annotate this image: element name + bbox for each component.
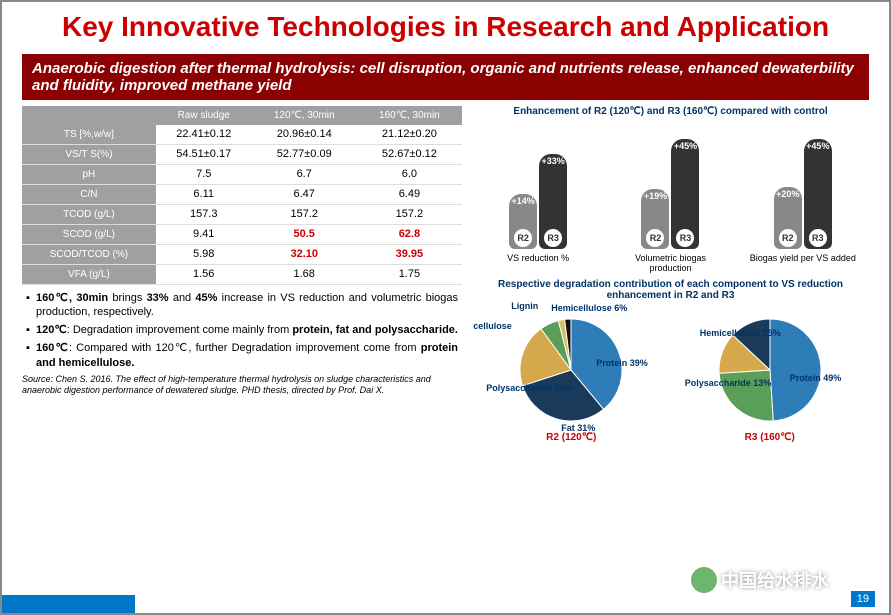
table-cell: 32.10	[252, 244, 357, 264]
slide: Key Innovative Technologies in Research …	[0, 0, 891, 615]
pie-chart-title: Respective degradation contribution of e…	[472, 279, 869, 301]
banner-text: Anaerobic digestion after thermal hydrol…	[22, 54, 869, 100]
table-cell: 39.95	[357, 244, 462, 264]
wechat-icon	[691, 567, 717, 593]
source-citation: Source: Chen S. 2016. The effect of high…	[22, 374, 462, 396]
table-cell: 1.75	[357, 264, 462, 284]
pie-slice-label: Polysaccharide 20%	[486, 383, 573, 393]
table-cell: 62.8	[357, 224, 462, 244]
table-cell: 6.0	[357, 164, 462, 184]
table-row: TS [%,w/w]22.41±0.1220.96±0.1421.12±0.20	[22, 125, 462, 145]
slide-title: Key Innovative Technologies in Research …	[22, 10, 869, 44]
row-label: C/N	[22, 184, 156, 204]
table-row: VFA (g/L)1.561.681.75	[22, 264, 462, 284]
pie-slice-label: Polysaccharide 13%	[685, 378, 772, 388]
table-header: 160℃, 30min	[357, 106, 462, 125]
table-cell: 6.11	[156, 184, 252, 204]
right-column: Enhancement of R2 (120℃) and R3 (160℃) c…	[472, 106, 869, 443]
pie-slice-label: Lignin	[511, 301, 538, 311]
row-label: pH	[22, 164, 156, 184]
pie-caption: R2 (120℃)	[491, 432, 651, 443]
table-row: VS/T S(%)54.51±0.1752.77±0.0952.67±0.12	[22, 144, 462, 164]
row-label: SCOD/TCOD (%)	[22, 244, 156, 264]
pie-chart: Protein 39%Fat 31%Polysaccharide 20%Hemi…	[491, 303, 651, 443]
pie-slice-label: Protein 39%	[596, 358, 648, 368]
pie-chart: Protein 49%Hemicellulose 25%Polysacchari…	[690, 303, 850, 443]
content-area: Raw sludge120℃, 30min160℃, 30minTS [%,w/…	[22, 106, 869, 443]
table-row: TCOD (g/L)157.3157.2157.2	[22, 204, 462, 224]
bar-group: +19%R2+45%R3	[641, 139, 699, 249]
table-cell: 157.3	[156, 204, 252, 224]
pie-slice-label: cellulose	[473, 321, 512, 331]
row-label: VFA (g/L)	[22, 264, 156, 284]
bar-group: +20%R2+45%R3	[774, 139, 832, 249]
table-row: C/N6.116.476.49	[22, 184, 462, 204]
axis-label: Biogas yield per VS added	[748, 253, 858, 273]
bar-chart: +14%R2+33%R3+19%R2+45%R3+20%R2+45%R3	[472, 119, 869, 249]
axis-label: Volumetric biogas production	[615, 253, 725, 273]
pie-slice-label: Hemicellulose 6%	[551, 303, 627, 313]
table-cell: 52.77±0.09	[252, 144, 357, 164]
data-table: Raw sludge120℃, 30min160℃, 30minTS [%,w/…	[22, 106, 462, 285]
table-cell: 6.47	[252, 184, 357, 204]
bar: +45%R3	[671, 139, 699, 249]
pie-charts: Protein 39%Fat 31%Polysaccharide 20%Hemi…	[472, 303, 869, 443]
row-label: TCOD (g/L)	[22, 204, 156, 224]
bullet-item: 160℃, 30min brings 33% and 45% increase …	[26, 291, 458, 320]
row-label: SCOD (g/L)	[22, 224, 156, 244]
bar-axis-labels: VS reduction % Volumetric biogas producti…	[472, 253, 869, 273]
bar-group: +14%R2+33%R3	[509, 154, 567, 249]
table-row: pH7.56.76.0	[22, 164, 462, 184]
table-cell: 1.56	[156, 264, 252, 284]
table-cell: 5.98	[156, 244, 252, 264]
axis-label: VS reduction %	[483, 253, 593, 273]
bullet-item: 160℃: Compared with 120℃, further Degrad…	[26, 341, 458, 370]
bar: +14%R2	[509, 194, 537, 249]
row-label: VS/T S(%)	[22, 144, 156, 164]
bar: +19%R2	[641, 189, 669, 249]
table-cell: 22.41±0.12	[156, 125, 252, 145]
bar-chart-title: Enhancement of R2 (120℃) and R3 (160℃) c…	[472, 106, 869, 117]
footer-bar	[2, 595, 889, 613]
table-row: SCOD (g/L)9.4150.562.8	[22, 224, 462, 244]
table-cell: 21.12±0.20	[357, 125, 462, 145]
table-cell: 1.68	[252, 264, 357, 284]
table-row: SCOD/TCOD (%)5.9832.1039.95	[22, 244, 462, 264]
pie-caption: R3 (160℃)	[690, 432, 850, 443]
table-header: 120℃, 30min	[252, 106, 357, 125]
bullet-list: 160℃, 30min brings 33% and 45% increase …	[22, 291, 462, 370]
table-cell: 54.51±0.17	[156, 144, 252, 164]
table-cell: 6.7	[252, 164, 357, 184]
table-cell: 20.96±0.14	[252, 125, 357, 145]
row-label: TS [%,w/w]	[22, 125, 156, 145]
table-header: Raw sludge	[156, 106, 252, 125]
watermark: 中国给水排水	[691, 567, 829, 593]
pie-slice-label: Protein 49%	[790, 373, 842, 383]
bar: +20%R2	[774, 187, 802, 249]
left-column: Raw sludge120℃, 30min160℃, 30minTS [%,w/…	[22, 106, 462, 443]
table-header	[22, 106, 156, 125]
bar: +33%R3	[539, 154, 567, 249]
pie-slice-label: Hemicellulose 25%	[700, 328, 781, 338]
table-cell: 157.2	[357, 204, 462, 224]
table-cell: 50.5	[252, 224, 357, 244]
table-cell: 6.49	[357, 184, 462, 204]
bar: +45%R3	[804, 139, 832, 249]
page-number: 19	[851, 591, 875, 607]
table-cell: 52.67±0.12	[357, 144, 462, 164]
bullet-item: 120℃: Degradation improvement come mainl…	[26, 323, 458, 337]
table-cell: 9.41	[156, 224, 252, 244]
table-cell: 7.5	[156, 164, 252, 184]
table-cell: 157.2	[252, 204, 357, 224]
